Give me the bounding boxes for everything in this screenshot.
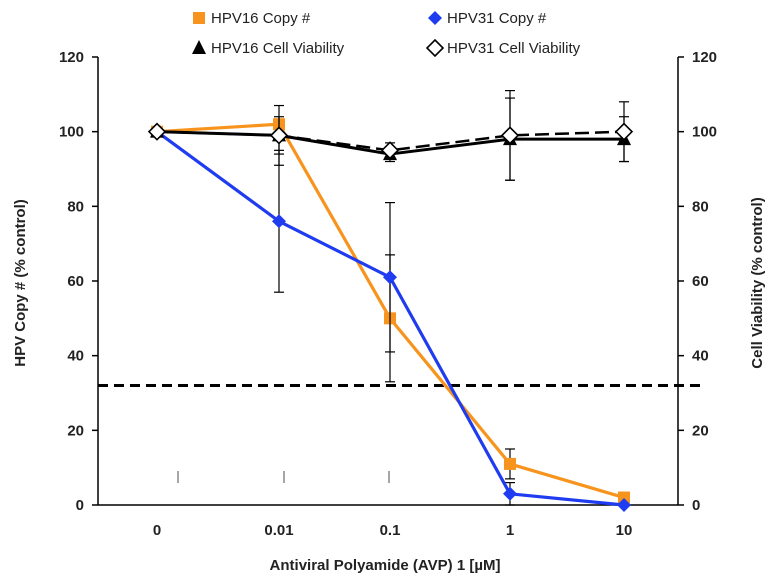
data-point [382, 142, 398, 158]
y-axis-title-right: Cell Viability (% control) [749, 197, 766, 368]
legend-item-hpv16-cell-viability: HPV16 Cell Viability [192, 40, 345, 57]
y-tick-label-right: 80 [692, 198, 709, 215]
y-tick-label-right: 120 [692, 49, 717, 66]
y-tick-label-left: 40 [67, 348, 84, 365]
series-hpv16-cell-viability [150, 98, 631, 180]
series-hpv31-copy [150, 125, 631, 512]
y-tick-label-right: 20 [692, 422, 709, 439]
x-tick-label: 0.1 [380, 522, 401, 539]
legend-label: HPV16 Copy # [211, 10, 311, 27]
y-axis-title-left: HPV Copy # (% control) [12, 199, 29, 367]
y-tick-label-right: 40 [692, 348, 709, 365]
y-tick-label-left: 0 [76, 497, 84, 514]
y-tick-label-right: 0 [692, 497, 700, 514]
legend: HPV16 Copy # HPV31 Copy # HPV16 Cell Viabi… [192, 10, 581, 57]
legend-marker [427, 40, 443, 56]
series-hpv31-cell-viability [149, 91, 632, 181]
x-tick-label: 1 [506, 522, 514, 539]
data-point [616, 124, 632, 140]
y-tick-label-right: 100 [692, 124, 717, 141]
x-tick-label: 0.01 [264, 522, 293, 539]
data-point [504, 458, 516, 470]
legend-item-hpv31-cell-viability: HPV31 Cell Viability [427, 40, 581, 57]
y-tick-label-left: 20 [67, 422, 84, 439]
legend-label: HPV16 Cell Viability [211, 40, 345, 57]
plot-area: 0 20 40 60 80 100 120 0 20 40 60 80 100 120 0 0.01 0.1 1 1… [59, 49, 717, 539]
x-axis-title: Antiviral Polyamide (AVP) 1 [µM] [270, 557, 501, 574]
data-point [383, 270, 397, 284]
legend-label: HPV31 Copy # [447, 10, 547, 27]
legend-marker [193, 12, 205, 24]
x-tick-label: 10 [616, 522, 633, 539]
y-tick-label-left: 60 [67, 273, 84, 290]
y-tick-label-left: 120 [59, 49, 84, 66]
y-tick-label-right: 60 [692, 273, 709, 290]
legend-item-hpv31-copy: HPV31 Copy # [428, 10, 547, 27]
y-tick-label-left: 100 [59, 124, 84, 141]
legend-marker [428, 11, 442, 25]
legend-label: HPV31 Cell Viability [447, 40, 581, 57]
data-point [503, 487, 517, 501]
y-tick-label-left: 80 [67, 198, 84, 215]
legend-marker [192, 40, 206, 54]
legend-item-hpv16-copy: HPV16 Copy # [193, 10, 311, 27]
x-tick-label: 0 [153, 522, 161, 539]
